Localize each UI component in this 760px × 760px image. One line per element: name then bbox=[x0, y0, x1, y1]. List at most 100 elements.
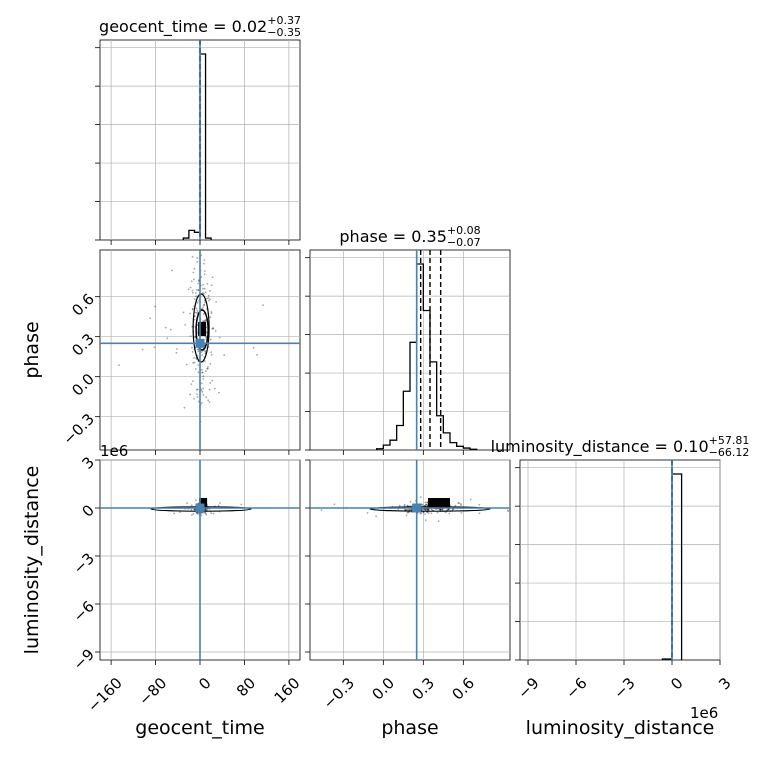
x-tick-label: 0.6 bbox=[448, 674, 478, 704]
sample-point bbox=[211, 276, 214, 279]
sample-point bbox=[204, 320, 207, 323]
truth-marker bbox=[195, 338, 205, 348]
sample-point bbox=[205, 335, 208, 338]
y-tick-label: 3 bbox=[79, 453, 98, 472]
sample-point bbox=[191, 307, 194, 310]
title-minus: −0.35 bbox=[267, 26, 301, 39]
y-tick-label: 0 bbox=[79, 501, 98, 520]
title-minus: −0.07 bbox=[447, 236, 481, 249]
sample-point bbox=[405, 514, 408, 517]
panel-title-phase: phase = 0.35+0.08 −0.07 bbox=[339, 224, 480, 249]
sample-point bbox=[451, 508, 454, 511]
sample-point bbox=[175, 351, 178, 354]
sample-point bbox=[191, 163, 193, 165]
sample-point bbox=[439, 508, 442, 511]
sample-point bbox=[208, 299, 210, 302]
panel-frame bbox=[309, 459, 511, 661]
sample-point bbox=[424, 509, 427, 512]
sample-point bbox=[210, 353, 213, 356]
sample-point bbox=[207, 367, 209, 370]
sample-point bbox=[183, 406, 186, 409]
sample-point bbox=[202, 306, 204, 309]
sample-point bbox=[212, 512, 215, 515]
sample-point bbox=[201, 371, 204, 374]
title-plus: +0.08 bbox=[447, 224, 481, 237]
scatter-panel-geocent_time__phase bbox=[95, 163, 301, 455]
sample-cloud bbox=[320, 496, 510, 523]
sample-point bbox=[507, 510, 510, 513]
sample-point bbox=[205, 336, 208, 339]
sample-point bbox=[204, 301, 207, 304]
sample-point bbox=[262, 304, 264, 307]
sample-point bbox=[209, 338, 212, 341]
sample-point bbox=[196, 257, 199, 259]
x-tick-label: 0.3 bbox=[408, 674, 438, 704]
sample-point bbox=[190, 504, 193, 507]
sample-point bbox=[209, 316, 212, 319]
sample-point bbox=[202, 320, 204, 323]
sample-point bbox=[197, 289, 200, 291]
sample-point bbox=[214, 330, 217, 332]
x-tick-label: 3 bbox=[715, 674, 734, 693]
sample-point bbox=[425, 503, 428, 506]
sample-point bbox=[194, 336, 197, 338]
sample-point bbox=[202, 224, 204, 226]
sample-point bbox=[196, 289, 198, 291]
sample-point bbox=[191, 514, 193, 516]
sample-point bbox=[209, 382, 212, 384]
sample-point bbox=[195, 388, 198, 391]
sample-point bbox=[256, 354, 258, 356]
title-value: phase = 0.35 bbox=[339, 227, 446, 246]
sample-point bbox=[197, 282, 200, 285]
y-axis-label-phase: phase bbox=[21, 321, 43, 378]
sample-point bbox=[200, 351, 203, 353]
sample-point bbox=[205, 297, 208, 300]
sample-point bbox=[457, 502, 460, 505]
y-tick-label: −9 bbox=[70, 645, 98, 673]
sample-point bbox=[209, 362, 212, 365]
sample-cloud bbox=[118, 163, 264, 423]
sample-point bbox=[212, 327, 215, 329]
sample-point bbox=[219, 502, 221, 504]
sample-point bbox=[205, 513, 208, 516]
sample-point bbox=[403, 505, 406, 507]
sample-point bbox=[191, 255, 194, 258]
sample-point bbox=[195, 512, 198, 515]
sample-point bbox=[419, 496, 422, 499]
sample-point bbox=[196, 260, 199, 263]
sample-point bbox=[200, 389, 203, 392]
sample-point bbox=[200, 402, 203, 404]
sample-point bbox=[212, 327, 214, 330]
sample-point bbox=[419, 512, 422, 515]
hist-panel-geocent_time bbox=[95, 39, 301, 245]
sample-point bbox=[196, 309, 199, 312]
title-value: luminosity_distance = 0.10 bbox=[491, 437, 709, 457]
x-tick-label: −160 bbox=[84, 674, 126, 716]
sample-point bbox=[424, 501, 427, 504]
sample-point bbox=[190, 280, 193, 283]
sample-point bbox=[153, 346, 156, 349]
sample-point bbox=[207, 399, 210, 402]
sample-point bbox=[169, 328, 172, 331]
sample-point bbox=[194, 292, 197, 294]
sample-point bbox=[192, 271, 195, 274]
y-tick-label: −6 bbox=[70, 597, 98, 625]
sample-point bbox=[197, 371, 200, 374]
sample-point bbox=[202, 292, 205, 295]
sample-point bbox=[202, 387, 205, 390]
sample-point bbox=[193, 278, 195, 281]
sample-point bbox=[210, 284, 213, 287]
sample-point bbox=[210, 310, 213, 313]
sample-point bbox=[448, 512, 451, 515]
sample-point bbox=[197, 236, 199, 238]
sample-point bbox=[197, 348, 200, 351]
sample-point bbox=[204, 512, 207, 515]
y-offset-label: 1e6 bbox=[100, 442, 128, 460]
sample-point bbox=[436, 511, 439, 514]
histogram-geocent_time bbox=[182, 53, 212, 240]
hist-panel-phase bbox=[305, 249, 511, 455]
y-axis-label-luminosity_distance: luminosity_distance bbox=[21, 466, 43, 655]
sample-point bbox=[193, 508, 196, 511]
sample-point bbox=[407, 511, 410, 514]
sample-point bbox=[204, 291, 207, 294]
